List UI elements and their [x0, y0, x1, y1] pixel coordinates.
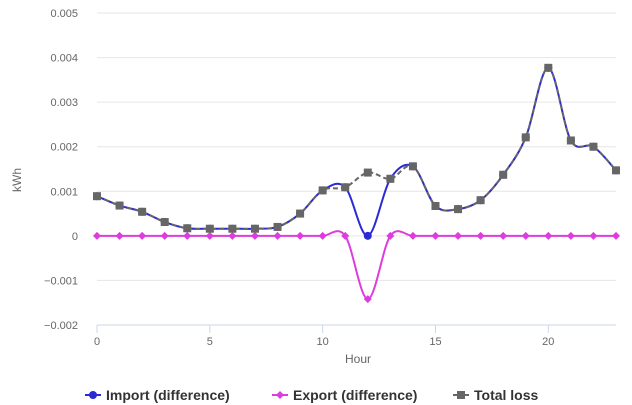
y-axis-tick-labels: −0.002 −0.001 0 0.001 0.002 0.003 0.004 0.005 [44, 8, 78, 332]
series-line-export-difference [97, 230, 616, 301]
data-point-total-loss [521, 133, 530, 142]
data-point-export-difference [408, 231, 417, 240]
data-point-total-loss [476, 196, 485, 205]
data-point-export-difference [296, 231, 305, 240]
series-line-total-loss [96, 66, 617, 230]
data-point-export-difference [521, 231, 530, 240]
x-axis-tick-labels: 0 5 10 15 20 [94, 336, 554, 348]
data-point-export-difference [341, 231, 350, 240]
data-point-total-loss [499, 170, 508, 179]
data-point-export-difference [454, 231, 463, 240]
data-point-export-difference [138, 231, 147, 240]
data-point-export-difference [476, 231, 485, 240]
x-tick-label: 20 [542, 336, 554, 348]
data-point-import-difference [363, 231, 372, 240]
data-point-total-loss [612, 166, 620, 175]
legend-item-import-difference[interactable]: Import (difference) [85, 387, 230, 403]
data-point-total-loss [228, 224, 237, 233]
data-point-total-loss [431, 201, 440, 210]
legend-marker-import-difference [89, 391, 97, 399]
data-point-total-loss [544, 63, 553, 72]
data-point-export-difference [363, 295, 372, 304]
data-point-total-loss [138, 207, 147, 216]
series-total-loss [93, 63, 620, 233]
x-tick-label: 15 [429, 336, 441, 348]
y-tick-label: 0.001 [50, 186, 78, 198]
y-tick-label: −0.002 [44, 320, 78, 332]
x-axis-title: Hour [345, 352, 371, 366]
data-point-export-difference [544, 231, 553, 240]
data-point-export-difference [183, 231, 192, 240]
series-layer [93, 63, 620, 304]
y-tick-label: 0.003 [50, 97, 78, 109]
legend-marker-export-difference [276, 391, 284, 399]
data-point-total-loss [589, 142, 598, 151]
data-point-total-loss [341, 183, 350, 192]
data-point-export-difference [566, 231, 575, 240]
x-tick-label: 0 [94, 336, 100, 348]
data-point-export-difference [160, 231, 169, 240]
y-tick-label: −0.001 [44, 275, 78, 287]
data-point-total-loss [408, 162, 417, 171]
legend-label-total-loss: Total loss [474, 387, 539, 403]
y-tick-label: 0.005 [50, 8, 78, 20]
data-point-total-loss [386, 174, 395, 183]
y-tick-label: 0.002 [50, 142, 78, 154]
y-tick-label: 0.004 [50, 53, 78, 65]
y-axis-title: kWh [10, 168, 24, 192]
data-point-total-loss [115, 201, 124, 210]
legend-label-import-difference: Import (difference) [106, 387, 230, 403]
legend-label-export-difference: Export (difference) [293, 387, 417, 403]
data-point-total-loss [273, 222, 282, 231]
data-point-export-difference [318, 231, 327, 240]
data-point-total-loss [454, 205, 463, 214]
grid-lines [97, 12, 616, 326]
data-point-export-difference [589, 231, 598, 240]
data-point-total-loss [566, 136, 575, 145]
data-point-export-difference [612, 231, 620, 240]
data-point-total-loss [318, 186, 327, 195]
data-point-total-loss [250, 224, 259, 233]
data-point-total-loss [363, 168, 372, 177]
data-point-total-loss [296, 209, 305, 218]
data-point-total-loss [93, 192, 101, 201]
data-point-export-difference [386, 231, 395, 240]
data-point-total-loss [205, 224, 214, 233]
data-point-export-difference [431, 231, 440, 240]
data-point-total-loss [160, 218, 169, 227]
x-axis [96, 324, 616, 333]
data-point-export-difference [93, 231, 101, 240]
series-export-difference [93, 230, 620, 304]
legend[interactable]: Import (difference) Export (difference) To… [85, 387, 539, 403]
data-point-export-difference [250, 231, 259, 240]
x-tick-label: 5 [207, 336, 213, 348]
legend-item-export-difference[interactable]: Export (difference) [272, 387, 417, 403]
data-point-export-difference [273, 231, 282, 240]
data-point-export-difference [115, 231, 124, 240]
legend-marker-total-loss [457, 391, 465, 399]
data-point-export-difference [205, 231, 214, 240]
data-point-export-difference [499, 231, 508, 240]
series-import-difference [93, 63, 620, 240]
legend-item-total-loss[interactable]: Total loss [453, 387, 539, 403]
y-tick-label: 0 [72, 231, 78, 243]
data-point-total-loss [183, 224, 192, 233]
x-tick-label: 10 [317, 336, 329, 348]
data-point-export-difference [228, 231, 237, 240]
